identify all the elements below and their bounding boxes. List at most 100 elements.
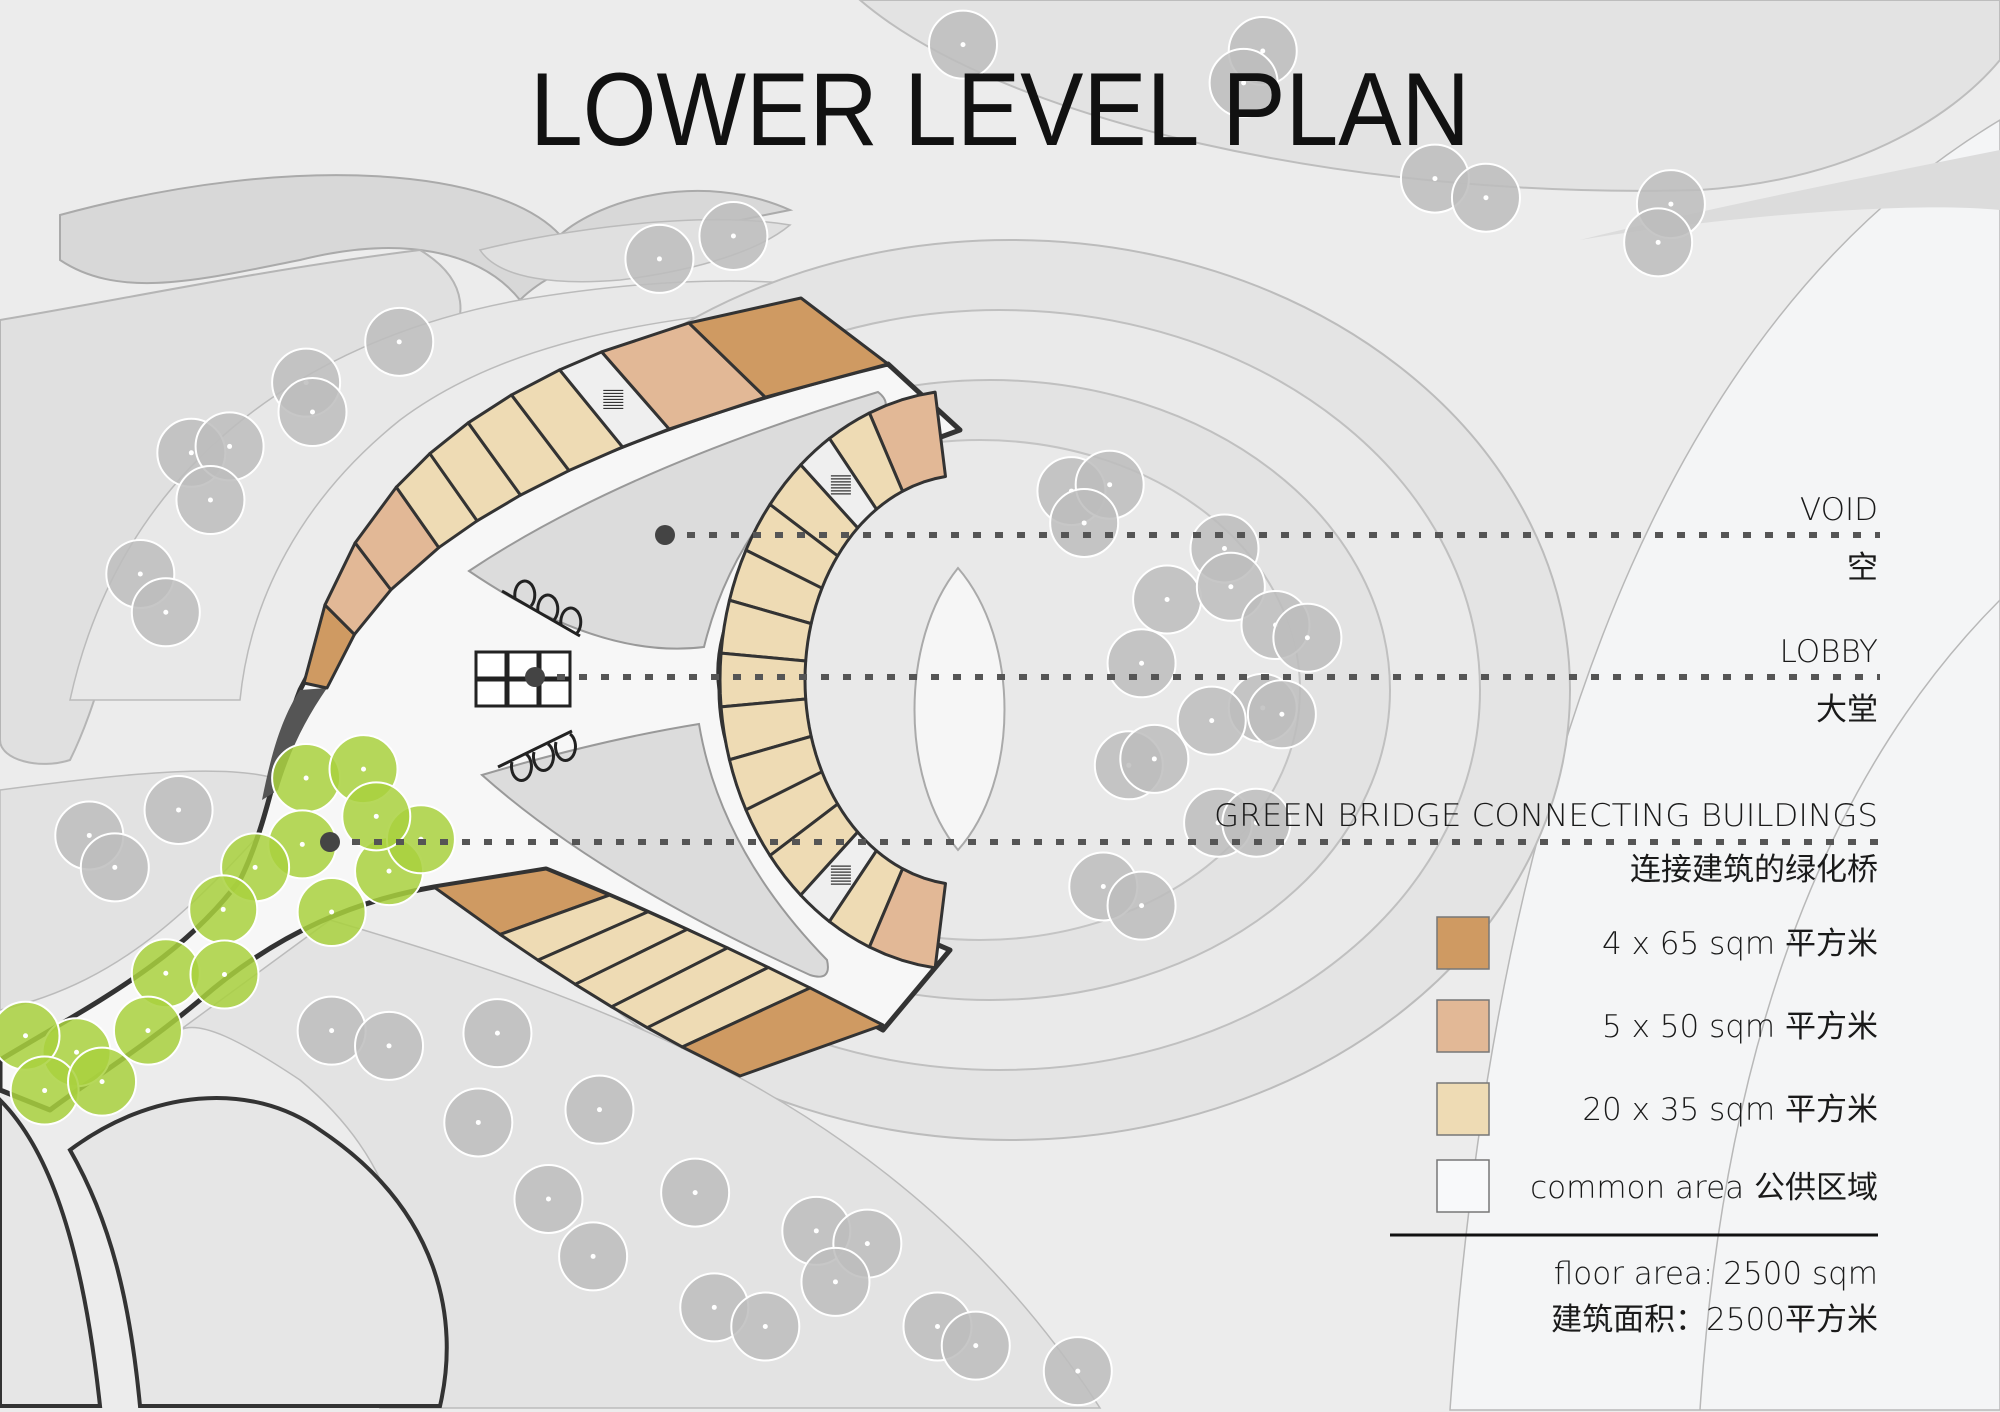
tree-trunk-dot [252,864,258,870]
tree-trunk-dot [1164,596,1170,602]
lobby-label: LOBBY [1780,634,1878,670]
tree-trunk-dot [1279,711,1285,717]
tree-trunk-dot [1260,48,1266,54]
courtyard-lower [479,722,829,978]
tree-trunk-dot [1100,883,1106,889]
elevator-core [474,650,572,708]
lobby-marker-dot [525,667,545,687]
tree-trunk-dot [145,1028,151,1034]
tree-trunk-dot [730,233,736,239]
tree-trunk-dot [1668,201,1674,207]
green-bridge-label-zh: 连接建筑的绿化桥 [1630,852,1878,888]
tree-trunk-dot [303,775,309,781]
tree-trunk-dot [934,1324,940,1330]
tree-trunk-dot [176,807,182,813]
tree-trunk-dot [23,1033,29,1039]
tree-trunk-dot [832,1279,838,1285]
unit-65sqm [680,986,885,1078]
legend-label-50sqm: 5 x 50 sqm 平方米 [1602,1009,1878,1045]
tree-trunk-dot [656,256,662,262]
tree-trunk-dot [163,970,169,976]
bridge-marker-dot [320,832,340,852]
green-bridge-label: GREEN BRIDGE CONNECTING BUILDINGS [1214,798,1878,834]
tree-trunk-dot [386,868,392,874]
tree-trunk-dot [221,971,227,977]
tree-trunk-dot [329,909,335,915]
planting-bed-bottom-left [67,1096,449,1408]
tree-trunk-dot [590,1253,596,1259]
floor-area-label: floor area: 2500 sqm [1554,1256,1878,1292]
tree-trunk-dot [1081,520,1087,526]
void-marker-dot [655,525,675,545]
page-title: LOWER LEVEL PLAN [530,52,1470,168]
bench-upper [501,579,583,638]
tree-trunk-dot [1215,820,1221,826]
landscape-band-top [858,0,2000,192]
tree-trunk-dot [188,450,194,456]
tree-trunk-dot [1221,545,1227,551]
tree-trunk-dot [494,1030,500,1036]
bench-lower [497,729,577,782]
planting-bed-edge [0,1097,103,1408]
landscape-line [1699,599,2000,1411]
tree-trunk-dot [1253,820,1259,826]
tree-trunk-dot [309,409,315,415]
tree-trunk-dot [329,1028,335,1034]
legend: 4 x 65 sqm 平方米 5 x 50 sqm 平方米 20 x 35 sq… [1390,916,1878,1338]
lobby-label-zh: 大堂 [1816,692,1878,728]
tree-trunk-dot [1655,239,1661,245]
tree-trunk-dot [813,1228,819,1234]
tree-trunk-dot [960,42,966,48]
unit-50sqm [867,867,948,970]
residential-units [302,296,948,1078]
legend-swatch-common-area [1436,1159,1490,1213]
tree-trunk-dot [86,832,92,838]
tree-trunk-dot [596,1107,602,1113]
tree-trunk-dot [386,1043,392,1049]
green-bridge-trees [0,734,456,1126]
tree-trunk-dot [1107,482,1113,488]
tree-trunk-dot [137,571,143,577]
tree-trunk-dot [299,841,305,847]
tree-trunk-dot [475,1119,481,1125]
tree-trunk-dot [711,1304,717,1310]
tree-trunk-dot [163,609,169,615]
tree-trunk-dot [545,1196,551,1202]
tree-trunk-dot [112,864,118,870]
tree-trunk-dot [99,1079,105,1085]
tree-trunk-dot [692,1190,698,1196]
tree-trunk-dot [1228,584,1234,590]
tree-trunk-dot [1483,195,1489,201]
tree-trunk-dot [762,1324,768,1330]
void-label-zh: 空 [1847,550,1878,586]
grey-trees [54,9,1706,1407]
unit-65sqm [687,296,890,399]
annotation-leaders [320,525,1880,852]
tree-trunk-dot [1209,718,1215,724]
floor-area-label-zh: 建筑面积：2500平方米 [1551,1302,1878,1338]
tree-trunk-dot [1304,635,1310,641]
tree-trunk-dot [1151,756,1157,762]
tree-trunk-dot [864,1241,870,1247]
tree-trunk-dot [1139,660,1145,666]
tree-trunk-dot [1241,80,1247,86]
tree-trunk-dot [1139,903,1145,909]
legend-swatch-50sqm [1436,999,1490,1053]
void-label: VOID [1800,492,1878,528]
legend-label-35sqm: 20 x 35 sqm 平方米 [1582,1092,1878,1128]
tree-trunk-dot [74,1049,80,1055]
tree-trunk-dot [973,1343,979,1349]
legend-swatch-65sqm [1436,916,1490,970]
legend-label-common-area: common area 公供区域 [1530,1170,1878,1206]
tree-trunk-dot [227,443,233,449]
void-opening [913,566,1006,852]
tree-trunk-dot [42,1088,48,1094]
tree-trunk-dot [220,906,226,912]
legend-label-65sqm: 4 x 65 sqm 平方米 [1602,926,1878,962]
tree-trunk-dot [396,339,402,345]
tree-trunk-dot [1075,1368,1081,1374]
tree-trunk-dot [207,497,213,503]
tree-trunk-dot [1432,176,1438,182]
